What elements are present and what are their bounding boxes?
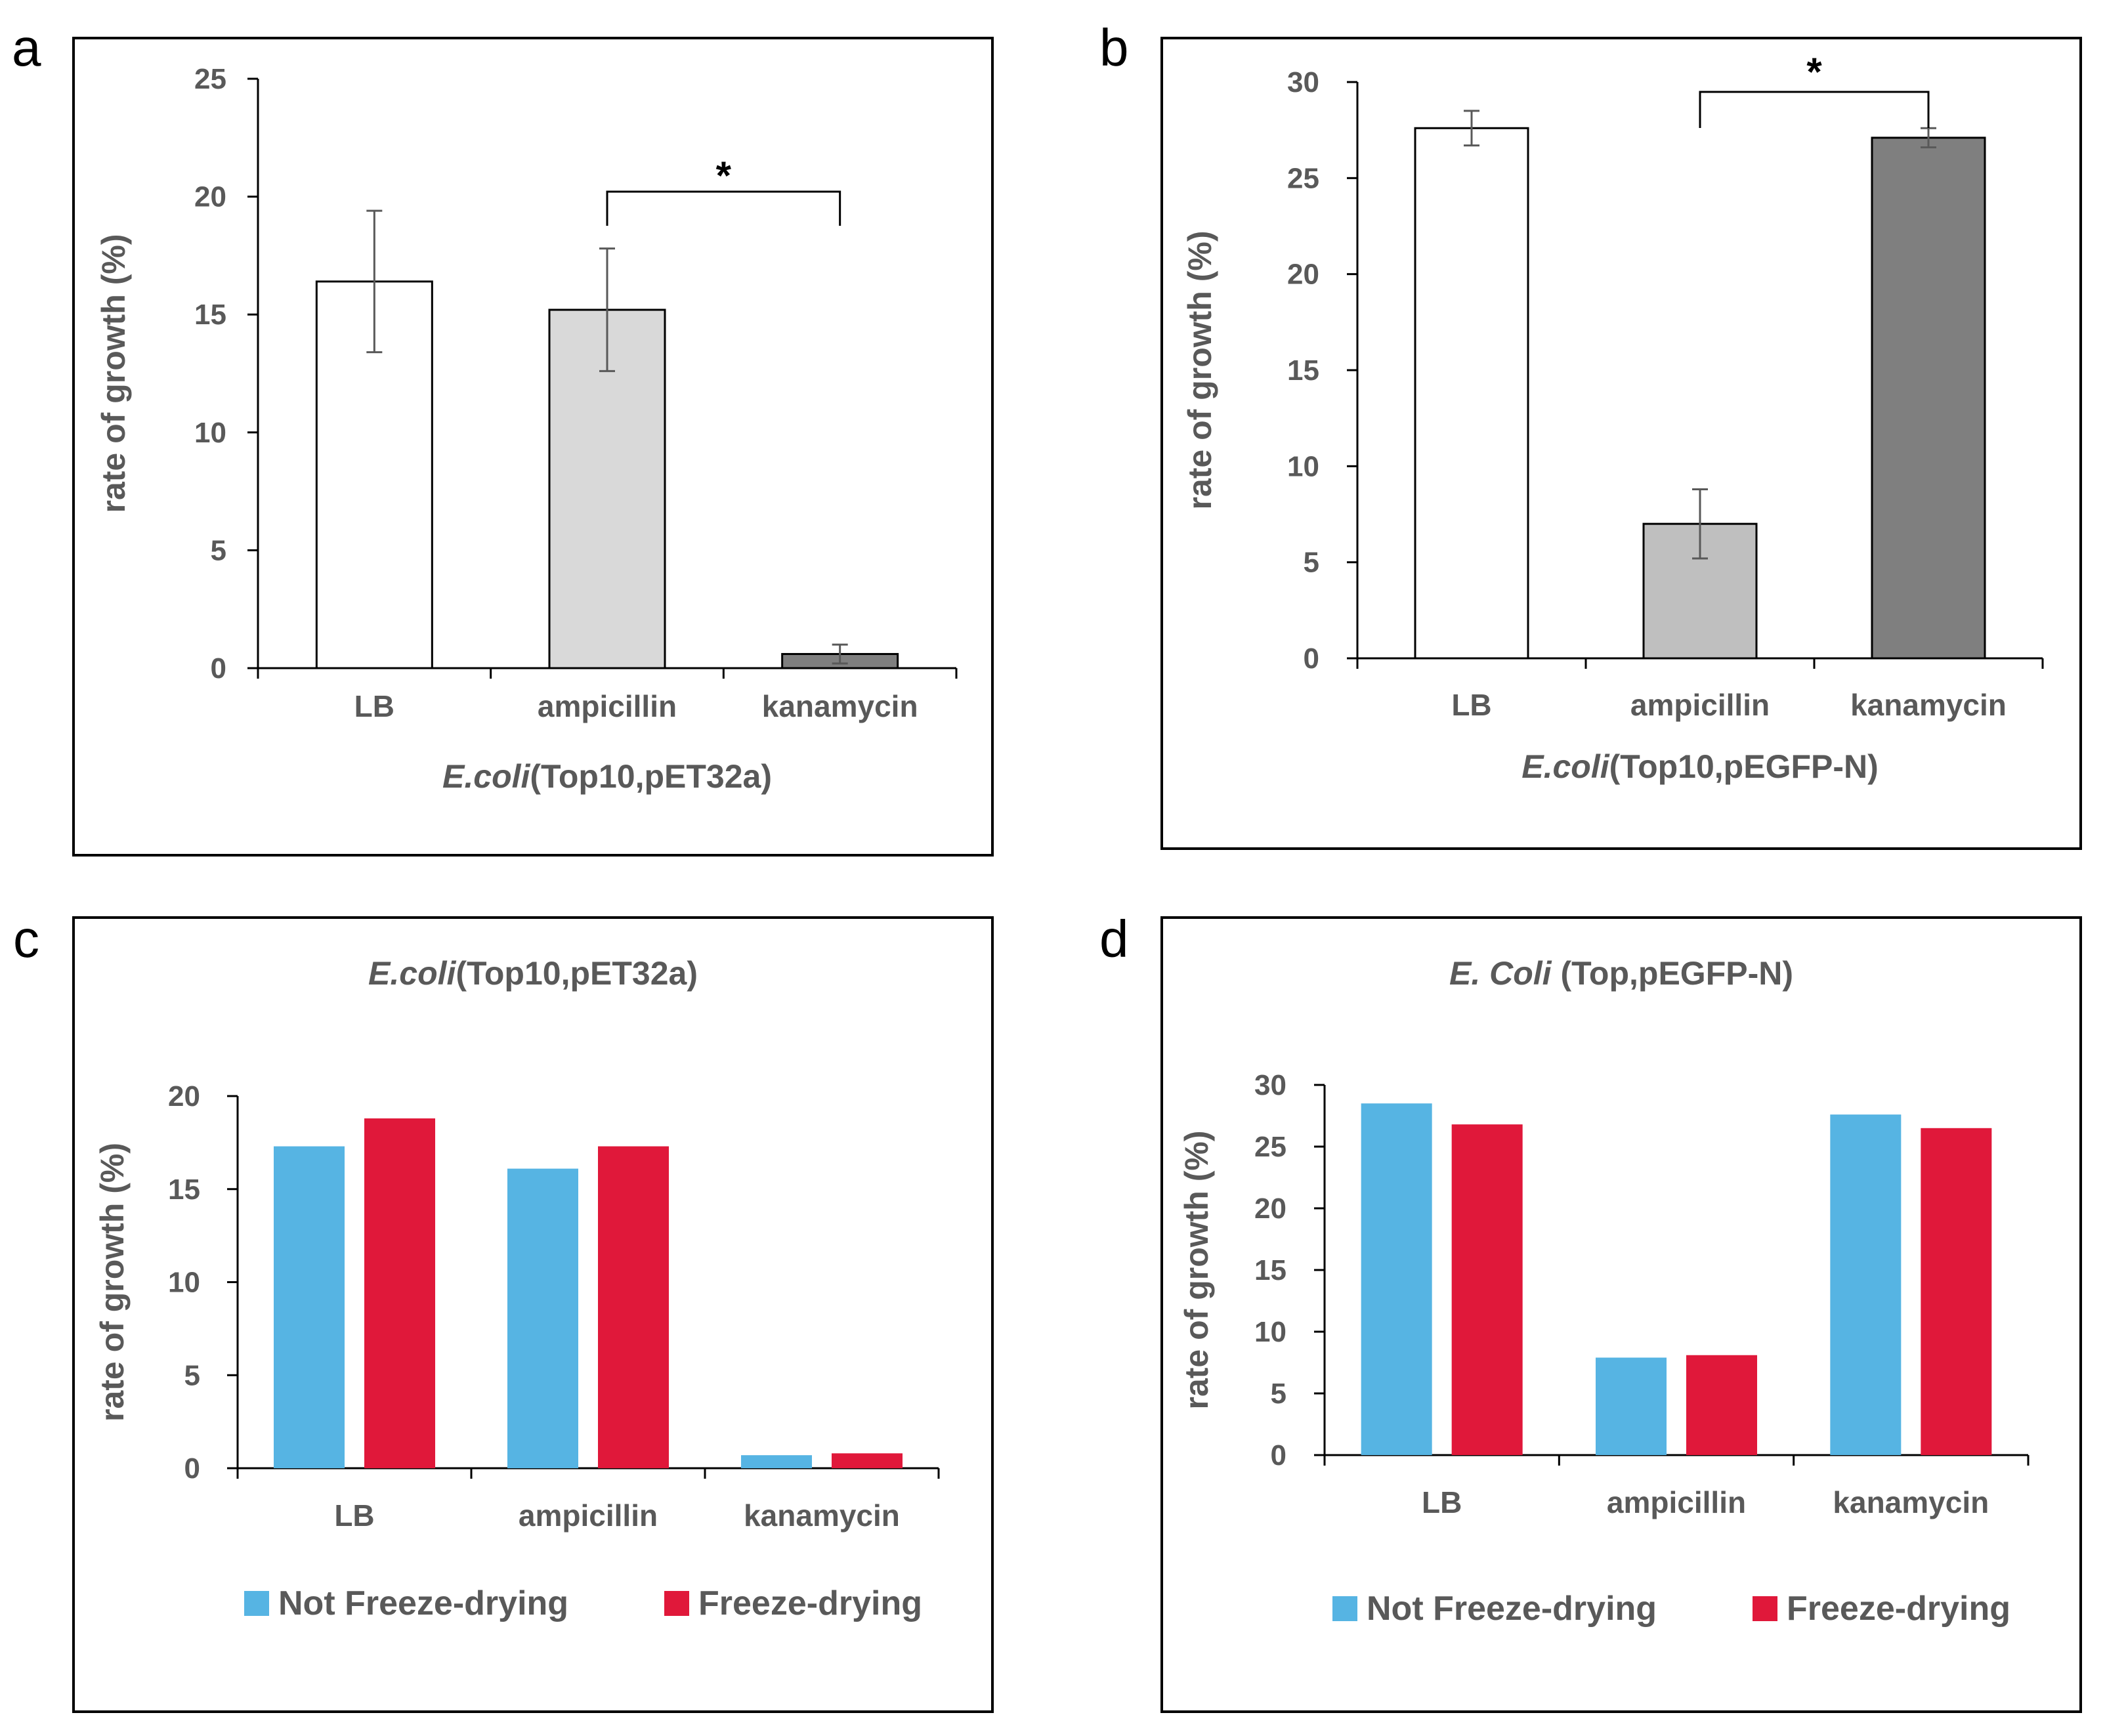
x-axis-title-rest: (Top10,pEGFP-N): [1609, 748, 1879, 785]
y-tick-label: 0: [1271, 1439, 1286, 1471]
category-label-kanamycin: kanamycin: [1850, 688, 2007, 722]
y-tick-label: 20: [1287, 259, 1319, 291]
chart-title: E.coli(Top10,pET32a): [368, 955, 698, 992]
panel-b-letter: b: [1099, 18, 1129, 77]
x-axis-title: E.coli(Top10,pET32a): [442, 758, 772, 795]
category-label-lb: LB: [1451, 688, 1491, 722]
bar-lb: [1414, 127, 1529, 660]
panel-b-frame: [1160, 37, 2082, 850]
bar-kanamycin: [1871, 137, 1986, 660]
x-axis-title-italic: E.coli: [442, 758, 530, 795]
panel-c-frame: [72, 916, 994, 1713]
y-tick-label: 15: [168, 1174, 200, 1206]
category-label-kanamycin: kanamycin: [744, 1498, 900, 1533]
category-label-kanamycin: kanamycin: [1833, 1485, 1989, 1519]
category-label-ampicillin: ampicillin: [519, 1498, 658, 1533]
y-tick-label: 10: [1287, 450, 1319, 482]
y-tick-label: 15: [194, 299, 226, 331]
chart-title-rest: (Top10,pET32a): [456, 955, 698, 992]
category-label-kanamycin: kanamycin: [762, 689, 918, 723]
significance-star: *: [1806, 50, 1822, 94]
legend-swatch-freeze-drying: [1753, 1596, 1777, 1621]
y-tick-label: 0: [184, 1452, 200, 1485]
y-tick-label: 15: [1254, 1254, 1286, 1286]
y-tick-label: 20: [1254, 1193, 1286, 1225]
chart-title-rest: (Top,pEGFP-N): [1552, 955, 1793, 992]
y-tick-label: 30: [1254, 1069, 1286, 1101]
category-label-ampicillin: ampicillin: [1630, 688, 1770, 722]
legend-label-not-freeze-drying: Not Freeze-drying: [278, 1584, 568, 1622]
y-tick-label: 5: [184, 1359, 200, 1391]
panel-d-letter: d: [1099, 910, 1129, 968]
y-tick-label: 10: [194, 417, 226, 449]
chart-a: 0 5 10 15 20 25 LB ampicillin kanamycin rate of g…: [95, 63, 958, 795]
y-axis-label: rate of growth (%): [1178, 1131, 1215, 1410]
bar-freeze-drying-ampicillin: [598, 1146, 669, 1468]
chart-b: 0 5 10 15 20 25 30 LB ampicillin kanamycin rate of…: [1181, 50, 2044, 785]
bar-not-freeze-drying-kanamycin: [1830, 1114, 1902, 1455]
x-axis-title-italic: E.coli: [1521, 748, 1609, 785]
category-label-lb: LB: [334, 1498, 374, 1533]
y-tick-label: 10: [1254, 1316, 1286, 1348]
y-tick-label: 5: [211, 534, 226, 566]
y-axis-label: rate of growth (%): [95, 234, 132, 513]
y-tick-label: 25: [1254, 1131, 1286, 1163]
category-label-lb: LB: [1422, 1485, 1462, 1519]
y-tick-label: 25: [194, 63, 226, 95]
legend-label-not-freeze-drying: Not Freeze-drying: [1367, 1590, 1657, 1628]
y-axis-label: rate of growth (%): [1181, 231, 1218, 510]
y-tick-label: 15: [1287, 354, 1319, 387]
chart-title-italic: E.coli: [368, 955, 456, 992]
legend-swatch-not-freeze-drying: [244, 1591, 269, 1616]
legend-label-freeze-drying: Freeze-drying: [1787, 1590, 2010, 1628]
y-tick-label: 30: [1287, 66, 1319, 98]
bar-freeze-drying-lb: [364, 1118, 435, 1468]
bar-not-freeze-drying-ampicillin: [1596, 1357, 1667, 1455]
y-axis-label: rate of growth (%): [94, 1143, 131, 1422]
bar-not-freeze-drying-kanamycin: [741, 1455, 812, 1468]
significance-star: *: [716, 154, 732, 198]
y-tick-label: 20: [168, 1080, 200, 1112]
panel-d-frame: [1160, 916, 2082, 1713]
category-label-ampicillin: ampicillin: [538, 689, 677, 723]
y-tick-label: 0: [1304, 643, 1319, 675]
y-tick-label: 25: [1287, 162, 1319, 194]
significance-bracket: [1699, 91, 1930, 128]
y-tick-label: 0: [211, 652, 226, 685]
bar-freeze-drying-kanamycin: [1921, 1128, 1992, 1455]
category-label-lb: LB: [354, 689, 394, 723]
bar-not-freeze-drying-lb: [274, 1146, 345, 1468]
bar-freeze-drying-lb: [1451, 1124, 1523, 1455]
bar-ampicillin: [548, 308, 666, 669]
x-axis-title-rest: (Top10,pET32a): [530, 758, 772, 795]
y-tick-label: 5: [1304, 547, 1319, 579]
panel-a-frame: [72, 37, 994, 857]
chart-title: E. Coli (Top,pEGFP-N): [1449, 955, 1793, 992]
bar-not-freeze-drying-lb: [1361, 1103, 1432, 1455]
category-label-ampicillin: ampicillin: [1607, 1485, 1746, 1519]
bar-not-freeze-drying-ampicillin: [507, 1168, 578, 1468]
x-axis-title: E.coli(Top10,pEGFP-N): [1521, 748, 1879, 785]
legend-label-freeze-drying: Freeze-drying: [698, 1584, 922, 1622]
bar-freeze-drying-ampicillin: [1686, 1355, 1757, 1455]
legend-swatch-freeze-drying: [664, 1591, 689, 1616]
bar-freeze-drying-kanamycin: [832, 1453, 903, 1468]
chart-title-italic: E. Coli: [1449, 955, 1552, 992]
chart-d: 0 5 10 15 20 25 30 LB ampicillin kanamycin rate of…: [1178, 955, 2030, 1628]
panel-c-letter: c: [13, 910, 39, 968]
panel-a-letter: a: [12, 18, 41, 77]
y-tick-label: 10: [168, 1267, 200, 1299]
y-tick-label: 20: [194, 181, 226, 213]
y-tick-label: 5: [1271, 1378, 1286, 1410]
legend-swatch-not-freeze-drying: [1332, 1596, 1357, 1621]
significance-bracket: [606, 190, 841, 226]
chart-c: 0 5 10 15 20 LB ampicillin kanamycin rate of gro…: [94, 955, 940, 1622]
